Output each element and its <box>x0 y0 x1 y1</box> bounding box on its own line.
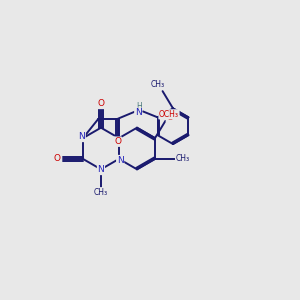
Text: O: O <box>114 137 121 146</box>
Text: CH₃: CH₃ <box>176 154 190 164</box>
Text: CH₃: CH₃ <box>94 188 108 197</box>
Text: H: H <box>136 102 142 111</box>
Text: CH₃: CH₃ <box>151 80 165 89</box>
Text: N: N <box>98 165 104 174</box>
Text: O: O <box>54 154 61 164</box>
Text: O: O <box>167 113 173 122</box>
Text: O: O <box>98 99 104 108</box>
Text: N: N <box>135 108 142 117</box>
Text: OCH₃: OCH₃ <box>159 110 179 119</box>
Text: N: N <box>78 132 85 141</box>
Text: N: N <box>117 156 124 165</box>
